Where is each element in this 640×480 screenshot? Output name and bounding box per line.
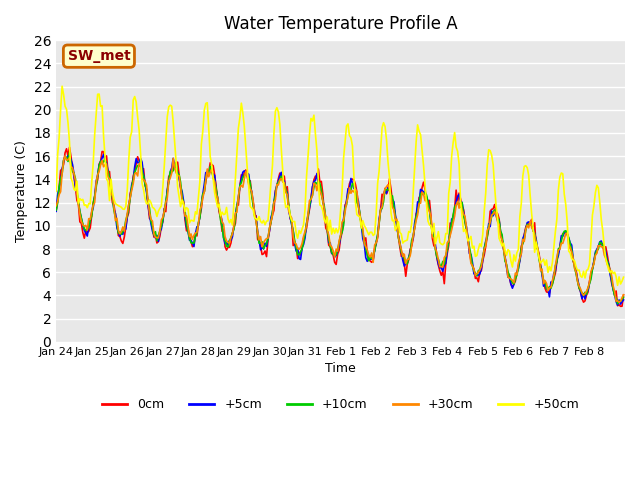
X-axis label: Time: Time <box>325 362 356 375</box>
Legend: 0cm, +5cm, +10cm, +30cm, +50cm: 0cm, +5cm, +10cm, +30cm, +50cm <box>97 394 584 417</box>
Y-axis label: Temperature (C): Temperature (C) <box>15 140 28 242</box>
Text: SW_met: SW_met <box>68 49 131 63</box>
Title: Water Temperature Profile A: Water Temperature Profile A <box>224 15 458 33</box>
